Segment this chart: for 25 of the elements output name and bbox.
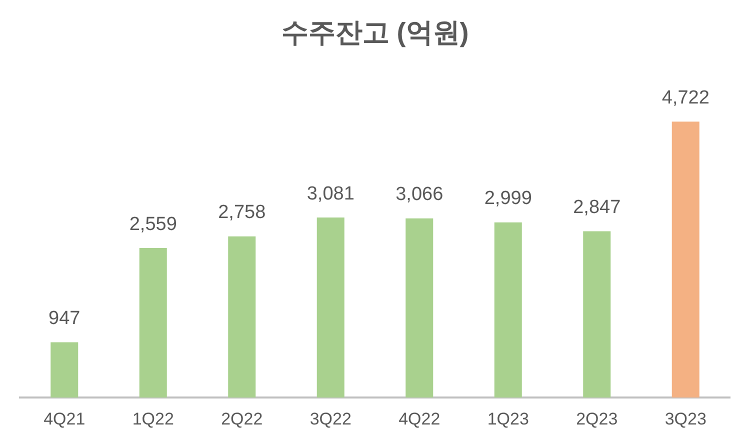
x-tick-label: 1Q22 — [132, 409, 174, 428]
x-tick-label: 2Q22 — [221, 409, 263, 428]
x-tick-label: 2Q23 — [576, 409, 618, 428]
data-label: 3,066 — [396, 184, 444, 206]
bar — [139, 248, 167, 398]
data-label: 4,722 — [662, 87, 710, 108]
data-label: 2,847 — [573, 196, 621, 218]
data-label: 2,999 — [484, 188, 532, 210]
bar — [316, 218, 344, 398]
data-label: 3,081 — [306, 183, 354, 204]
x-tick-label: 1Q23 — [487, 409, 529, 428]
x-tick-label: 4Q21 — [44, 409, 86, 428]
bar — [494, 222, 522, 398]
bar — [228, 236, 256, 398]
x-tick-label: 4Q22 — [398, 409, 440, 428]
chart-title: 수주잔고 (억원) — [281, 18, 469, 48]
data-label: 2,559 — [129, 214, 177, 235]
bar — [50, 342, 78, 398]
bar — [583, 231, 611, 398]
bar — [672, 122, 700, 398]
data-label: 947 — [48, 308, 80, 329]
data-label: 2,758 — [218, 202, 266, 224]
x-tick-label: 3Q23 — [664, 409, 706, 428]
bar — [406, 218, 434, 398]
x-tick-label: 3Q22 — [310, 409, 352, 428]
